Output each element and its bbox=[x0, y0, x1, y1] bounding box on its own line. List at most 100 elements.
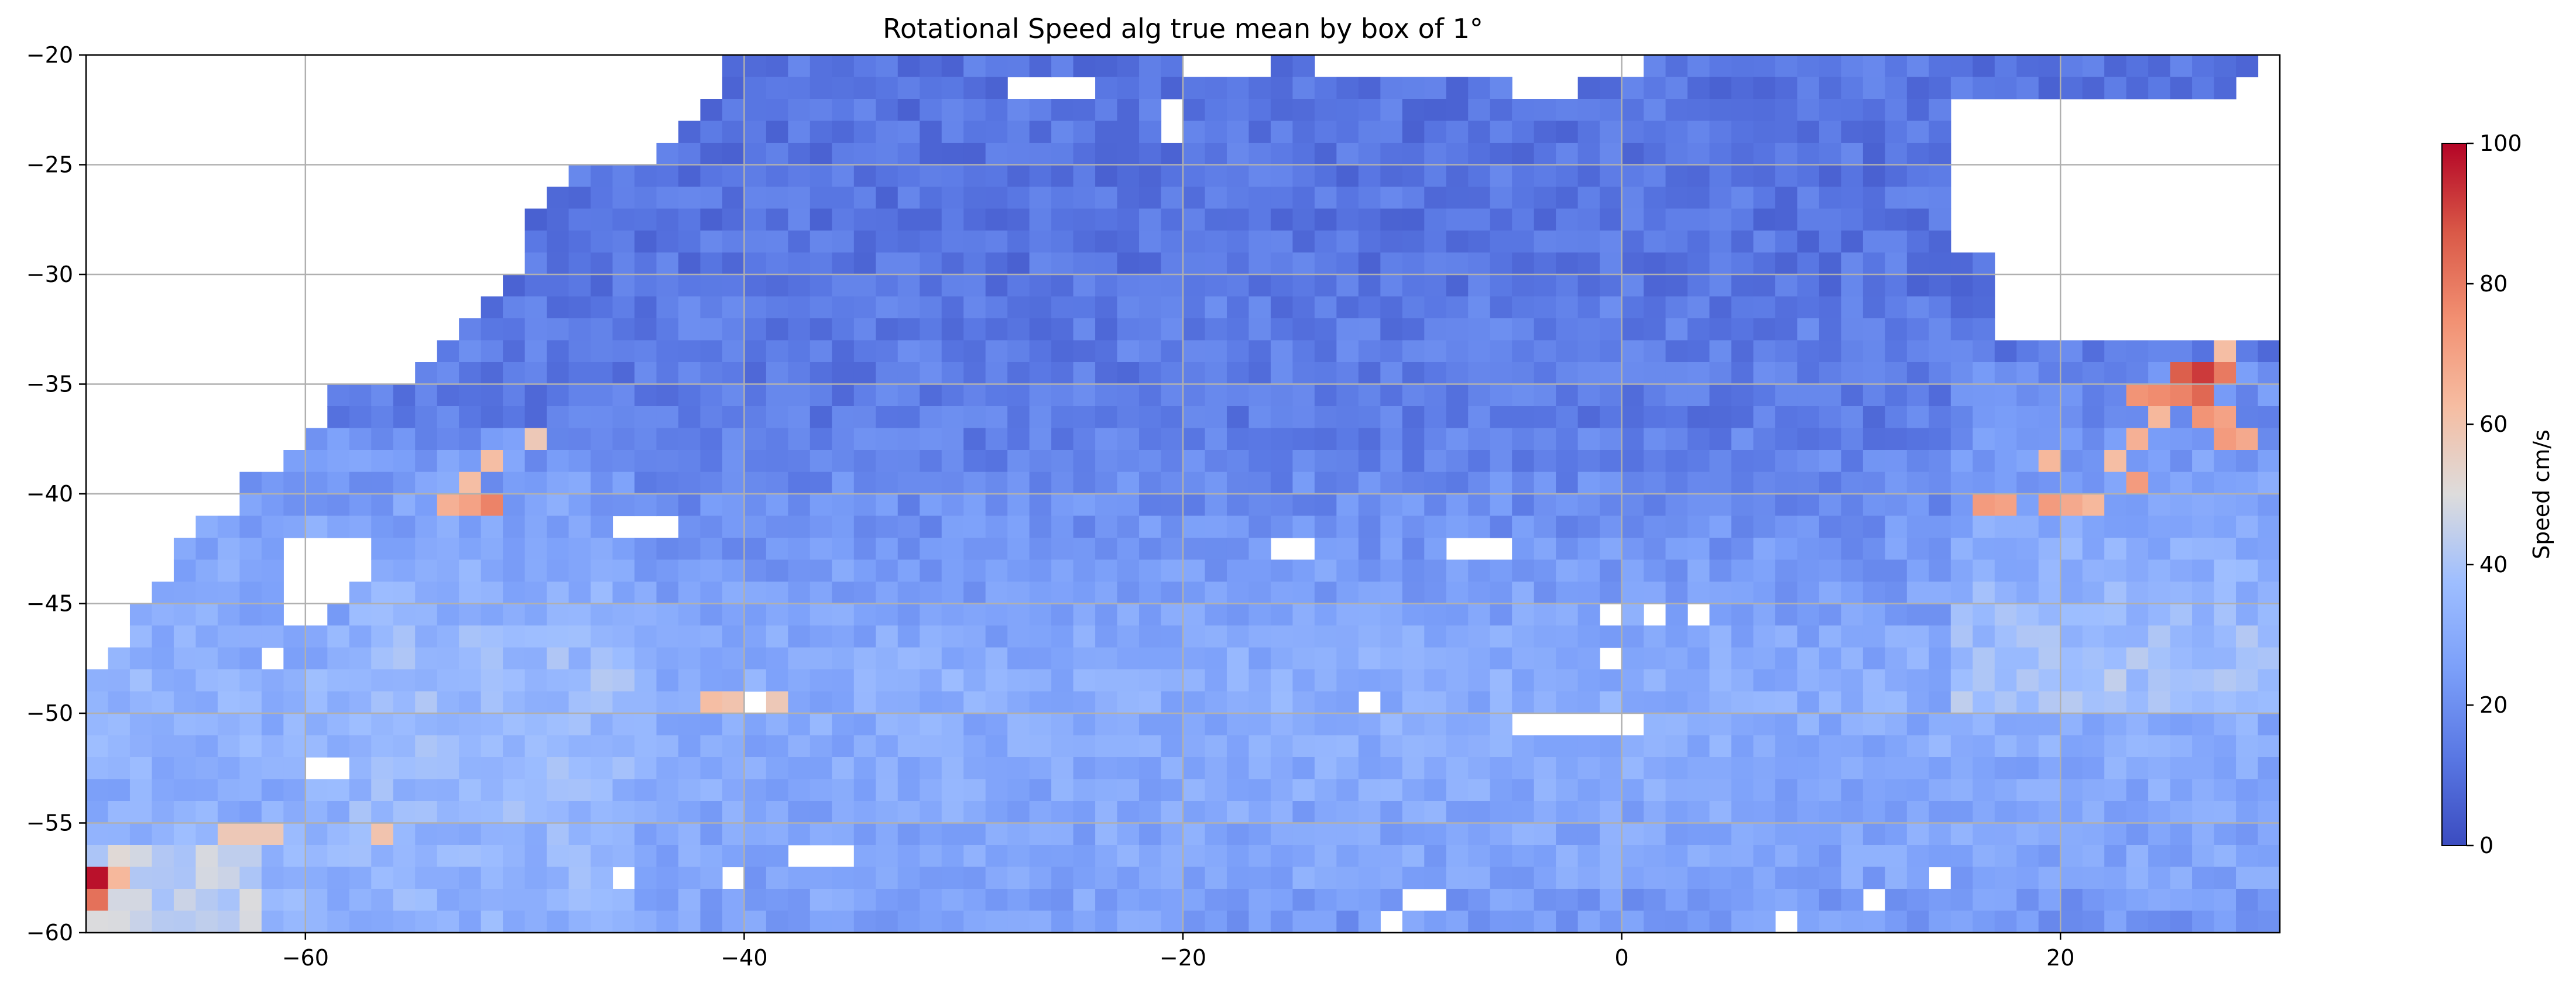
heatmap-cell bbox=[1424, 515, 1447, 538]
heatmap-cell bbox=[1534, 450, 1556, 473]
heatmap-cell bbox=[239, 494, 262, 517]
heatmap-cell bbox=[1906, 845, 1929, 868]
heatmap-cell bbox=[371, 735, 394, 758]
heatmap-cell bbox=[1797, 472, 1820, 494]
heatmap-cell bbox=[897, 669, 920, 692]
heatmap-cell bbox=[1841, 384, 1864, 407]
heatmap-cell bbox=[897, 99, 920, 122]
heatmap-cell bbox=[1600, 779, 1623, 802]
heatmap-cell bbox=[1973, 582, 1995, 604]
heatmap-cell bbox=[1073, 406, 1096, 429]
heatmap-cell bbox=[678, 757, 701, 780]
heatmap-cell bbox=[393, 428, 416, 451]
heatmap-cell bbox=[2126, 428, 2149, 451]
heatmap-cell bbox=[1929, 779, 1951, 802]
heatmap-cell bbox=[283, 779, 306, 802]
heatmap-cell bbox=[1424, 77, 1447, 99]
heatmap-cell bbox=[1007, 143, 1030, 166]
heatmap-cell bbox=[1226, 669, 1250, 692]
heatmap-cell bbox=[1600, 867, 1623, 889]
heatmap-cell bbox=[1731, 121, 1754, 143]
heatmap-cell bbox=[897, 538, 920, 561]
heatmap-cell bbox=[1380, 428, 1403, 451]
heatmap-cell bbox=[1161, 143, 1184, 166]
heatmap-cell bbox=[2104, 910, 2127, 933]
heatmap-cell bbox=[1885, 910, 1908, 933]
heatmap-cell bbox=[1095, 845, 1118, 868]
heatmap-cell bbox=[108, 867, 131, 889]
heatmap-cell bbox=[1687, 910, 1710, 933]
heatmap-cell bbox=[2214, 77, 2237, 99]
heatmap-cell bbox=[1644, 779, 1666, 802]
heatmap-cell bbox=[524, 318, 547, 341]
heatmap-cell bbox=[2170, 603, 2193, 626]
heatmap-cell bbox=[1248, 164, 1271, 187]
heatmap-cell bbox=[591, 208, 613, 231]
heatmap-cell bbox=[568, 494, 591, 517]
heatmap-cell bbox=[1797, 647, 1820, 670]
heatmap-cell bbox=[1380, 231, 1403, 253]
heatmap-cell bbox=[1534, 428, 1556, 451]
heatmap-cell bbox=[1929, 691, 1951, 714]
heatmap-cell bbox=[809, 757, 832, 780]
heatmap-cell bbox=[1358, 406, 1381, 429]
heatmap-cell bbox=[1709, 867, 1732, 889]
heatmap-cell bbox=[1512, 823, 1535, 845]
heatmap-cell bbox=[853, 428, 876, 451]
heatmap-cell bbox=[1709, 231, 1732, 253]
heatmap-cell bbox=[591, 603, 613, 626]
heatmap-cell bbox=[1775, 208, 1798, 231]
heatmap-cell bbox=[1644, 340, 1666, 363]
heatmap-cell bbox=[503, 472, 526, 494]
heatmap-cell bbox=[1226, 713, 1250, 736]
heatmap-cell bbox=[788, 647, 811, 670]
heatmap-cell bbox=[1731, 55, 1754, 78]
heatmap-cell bbox=[766, 208, 788, 231]
heatmap-cell bbox=[1446, 143, 1469, 166]
heatmap-cell bbox=[1556, 910, 1579, 933]
heatmap-cell bbox=[876, 757, 898, 780]
heatmap-cell bbox=[897, 472, 920, 494]
heatmap-cell bbox=[832, 472, 855, 494]
heatmap-cell bbox=[1402, 823, 1425, 845]
heatmap-cell bbox=[1139, 867, 1162, 889]
heatmap-cell bbox=[2126, 559, 2149, 582]
heatmap-cell bbox=[897, 340, 920, 363]
heatmap-cell bbox=[1073, 625, 1096, 648]
heatmap-cell bbox=[2126, 384, 2149, 407]
heatmap-cell bbox=[1424, 910, 1447, 933]
heatmap-cell bbox=[1709, 428, 1732, 451]
heatmap-cell bbox=[920, 515, 942, 538]
heatmap-cell bbox=[1577, 669, 1600, 692]
heatmap-cell bbox=[1446, 252, 1469, 275]
heatmap-cell bbox=[547, 494, 570, 517]
heatmap-cell bbox=[1885, 99, 1908, 122]
heatmap-cell bbox=[722, 406, 745, 429]
heatmap-cell bbox=[722, 318, 745, 341]
heatmap-cell bbox=[2104, 55, 2127, 78]
heatmap-cell bbox=[591, 647, 613, 670]
heatmap-cell bbox=[1139, 779, 1162, 802]
heatmap-cell bbox=[1841, 318, 1864, 341]
heatmap-cell bbox=[1270, 231, 1293, 253]
heatmap-cell bbox=[1161, 538, 1184, 561]
heatmap-cell bbox=[1205, 691, 1227, 714]
heatmap-cell bbox=[1819, 362, 1841, 385]
x-tick-label: 20 bbox=[2046, 945, 2074, 971]
heatmap-cell bbox=[1906, 582, 1929, 604]
heatmap-cell bbox=[393, 691, 416, 714]
heatmap-cell bbox=[1665, 296, 1688, 319]
heatmap-cell bbox=[2192, 472, 2215, 494]
heatmap-cell bbox=[1862, 472, 1885, 494]
heatmap-cell bbox=[1841, 757, 1864, 780]
heatmap-cell bbox=[1512, 164, 1535, 187]
heatmap-cell bbox=[656, 472, 679, 494]
heatmap-cell bbox=[1007, 55, 1030, 78]
heatmap-cell bbox=[766, 713, 788, 736]
heatmap-cell bbox=[503, 845, 526, 868]
heatmap-cell bbox=[1446, 296, 1469, 319]
heatmap-cell bbox=[1906, 647, 1929, 670]
heatmap-cell bbox=[459, 647, 482, 670]
heatmap-cell bbox=[1007, 428, 1030, 451]
heatmap-cell bbox=[1292, 669, 1315, 692]
